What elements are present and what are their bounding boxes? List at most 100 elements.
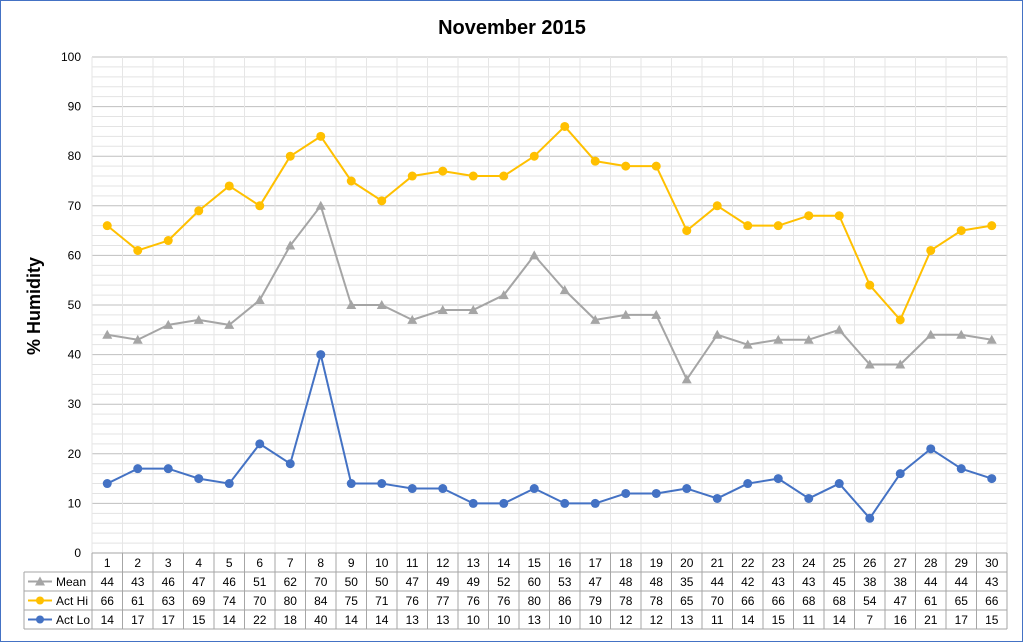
data-label: 70 [711, 594, 725, 608]
x-tick-label: 16 [558, 556, 572, 570]
x-tick-label: 12 [436, 556, 450, 570]
data-point [224, 319, 235, 329]
data-label: 46 [162, 575, 176, 589]
data-point [560, 121, 570, 131]
data-point [987, 474, 997, 484]
legend-key-marker [36, 596, 44, 605]
data-point [559, 285, 570, 295]
data-label: 71 [375, 594, 389, 608]
data-point [346, 176, 356, 186]
legend-key-marker [36, 615, 44, 624]
data-label: 66 [985, 594, 999, 608]
data-point [315, 200, 326, 210]
data-point [529, 484, 539, 494]
data-point [529, 151, 539, 161]
data-label: 40 [314, 613, 328, 627]
x-tick-label: 15 [528, 556, 542, 570]
x-tick-label: 7 [287, 556, 294, 570]
data-label: 52 [497, 575, 511, 589]
data-label: 38 [863, 575, 877, 589]
x-tick-label: 29 [955, 556, 969, 570]
data-point [255, 201, 265, 211]
data-point [865, 513, 875, 523]
data-label: 76 [497, 594, 511, 608]
data-point [926, 444, 936, 454]
data-label: 10 [558, 613, 572, 627]
x-tick-label: 17 [589, 556, 603, 570]
data-label: 13 [680, 613, 694, 627]
series-line-act-hi [106, 125, 992, 321]
data-point [529, 250, 540, 260]
x-tick-label: 8 [317, 556, 324, 570]
data-label: 75 [345, 594, 359, 608]
data-point [895, 469, 905, 479]
x-tick-label: 4 [195, 556, 202, 570]
data-label: 14 [101, 613, 115, 627]
data-label: 10 [589, 613, 603, 627]
x-tick-label: 22 [741, 556, 755, 570]
data-label: 44 [711, 575, 725, 589]
data-point [468, 171, 478, 181]
data-point [682, 226, 692, 236]
series-line-mean [107, 204, 992, 381]
data-point [194, 206, 204, 216]
gridlines [91, 56, 1008, 553]
data-point [895, 315, 905, 325]
x-tick-label: 25 [833, 556, 847, 570]
series-lines [102, 121, 997, 523]
data-label: 13 [436, 613, 450, 627]
x-tick-label: 10 [375, 556, 389, 570]
x-tick-label: 19 [650, 556, 664, 570]
data-point [803, 334, 814, 344]
data-label: 70 [314, 575, 328, 589]
data-label: 15 [772, 613, 786, 627]
data-point [956, 329, 967, 339]
data-label: 50 [375, 575, 389, 589]
data-point [285, 151, 295, 161]
x-tick-label: 26 [863, 556, 877, 570]
data-point [499, 498, 509, 508]
data-label: 61 [924, 594, 938, 608]
data-point [865, 280, 875, 290]
data-label: 43 [985, 575, 999, 589]
data-label: 47 [894, 594, 908, 608]
y-tick-label: 100 [61, 50, 81, 64]
data-label: 62 [284, 575, 298, 589]
series-line-act-lo [106, 353, 993, 520]
data-point [651, 309, 662, 319]
data-point [255, 439, 265, 449]
y-axis-label: % Humidity [24, 257, 44, 355]
data-point [926, 245, 936, 255]
legend-label: Mean [56, 575, 86, 589]
data-point [102, 221, 112, 231]
data-point [681, 374, 692, 384]
y-tick-label: 10 [68, 496, 82, 510]
data-label: 63 [162, 594, 176, 608]
data-point [377, 479, 387, 489]
legend-label: Act Lo [56, 613, 90, 627]
data-label: 10 [467, 613, 481, 627]
data-label: 7 [866, 613, 873, 627]
data-point [346, 479, 356, 489]
y-tick-label: 60 [68, 248, 82, 262]
data-point [438, 166, 448, 176]
data-point [163, 464, 173, 474]
data-point [712, 201, 722, 211]
data-label: 43 [772, 575, 786, 589]
data-point [864, 359, 875, 369]
data-label: 66 [741, 594, 755, 608]
data-point [590, 314, 601, 324]
x-tick-label: 14 [497, 556, 511, 570]
data-label: 15 [985, 613, 999, 627]
x-tick-label: 2 [134, 556, 141, 570]
data-point [316, 131, 326, 141]
y-tick-label: 0 [74, 546, 81, 560]
data-label: 66 [101, 594, 115, 608]
data-point [956, 226, 966, 236]
data-point [285, 459, 295, 469]
data-label: 11 [803, 613, 816, 627]
data-label: 13 [528, 613, 542, 627]
y-tick-label: 40 [68, 348, 82, 362]
